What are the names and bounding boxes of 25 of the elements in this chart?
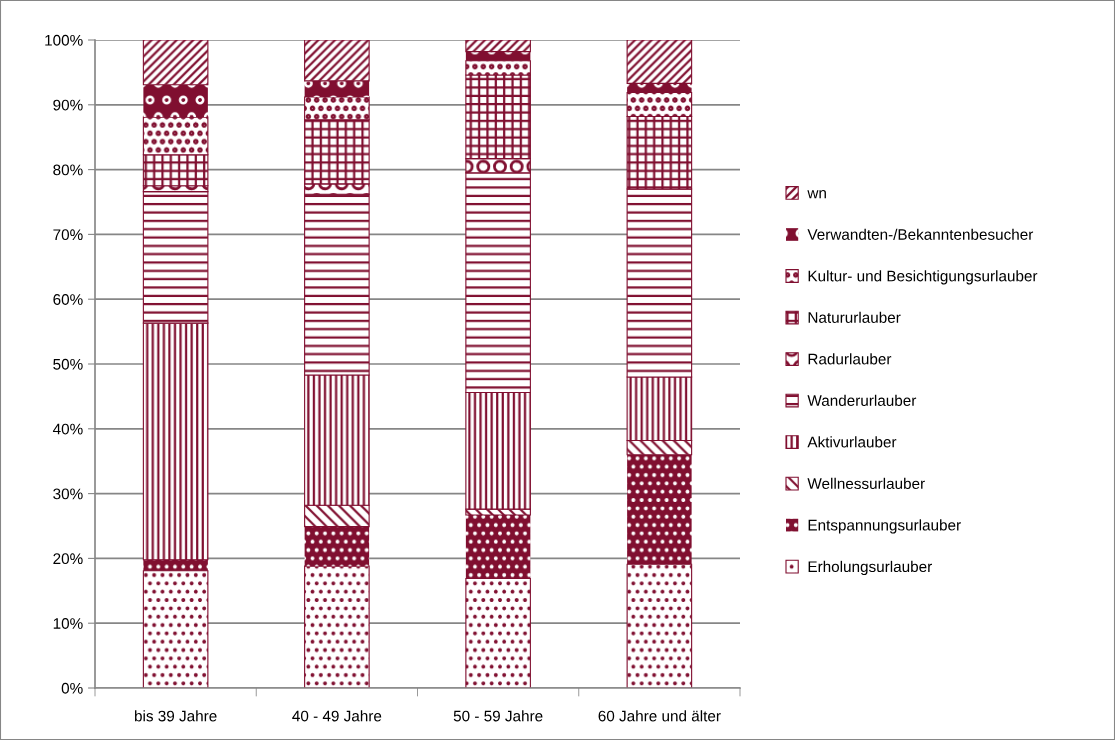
y-tick-label: 100% (45, 34, 83, 46)
legend-label: Erholungsurlauber (808, 560, 932, 576)
legend-label: Aktivurlauber (807, 436, 897, 448)
legend-label: Natururlauber (808, 311, 901, 323)
x-tick-label: 50 - 59 Jahre (453, 710, 543, 722)
y-tick-label: 10% (53, 618, 83, 629)
y-tick-label: 50% (53, 358, 83, 370)
y-tick-label: 80% (53, 164, 83, 176)
legend-label: wn (807, 190, 826, 199)
x-tick-label: 60 Jahre und älter (598, 710, 721, 722)
legend-label: Verwandten-/Bekanntenbesucher (807, 228, 1034, 240)
y-tick-label: 60% (53, 294, 83, 305)
legend-label: Wellnessurlauber (807, 477, 925, 490)
y-tick-label: 30% (53, 488, 83, 500)
y-tick-label: 20% (53, 553, 83, 565)
legend-label: Kultur- und Besichtigungsurlauber (808, 270, 1038, 285)
legend-label: Radurlauber (808, 353, 892, 365)
x-tick-label: 40 - 49 Jahre (292, 710, 382, 722)
legend-label: Wanderurlauber (807, 394, 917, 406)
y-tick-label: 90% (53, 99, 83, 111)
legend-label: Entspannungsurlauber (808, 519, 961, 534)
y-tick-label: 0% (61, 682, 83, 694)
x-tick-label: bis 39 Jahre (135, 710, 217, 722)
y-tick-label: 40% (52, 423, 83, 435)
y-tick-label: 70% (53, 229, 83, 241)
